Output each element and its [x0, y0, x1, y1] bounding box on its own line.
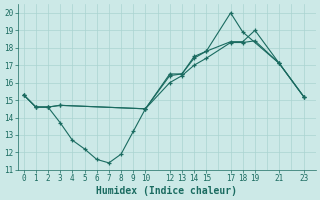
X-axis label: Humidex (Indice chaleur): Humidex (Indice chaleur) — [96, 186, 237, 196]
